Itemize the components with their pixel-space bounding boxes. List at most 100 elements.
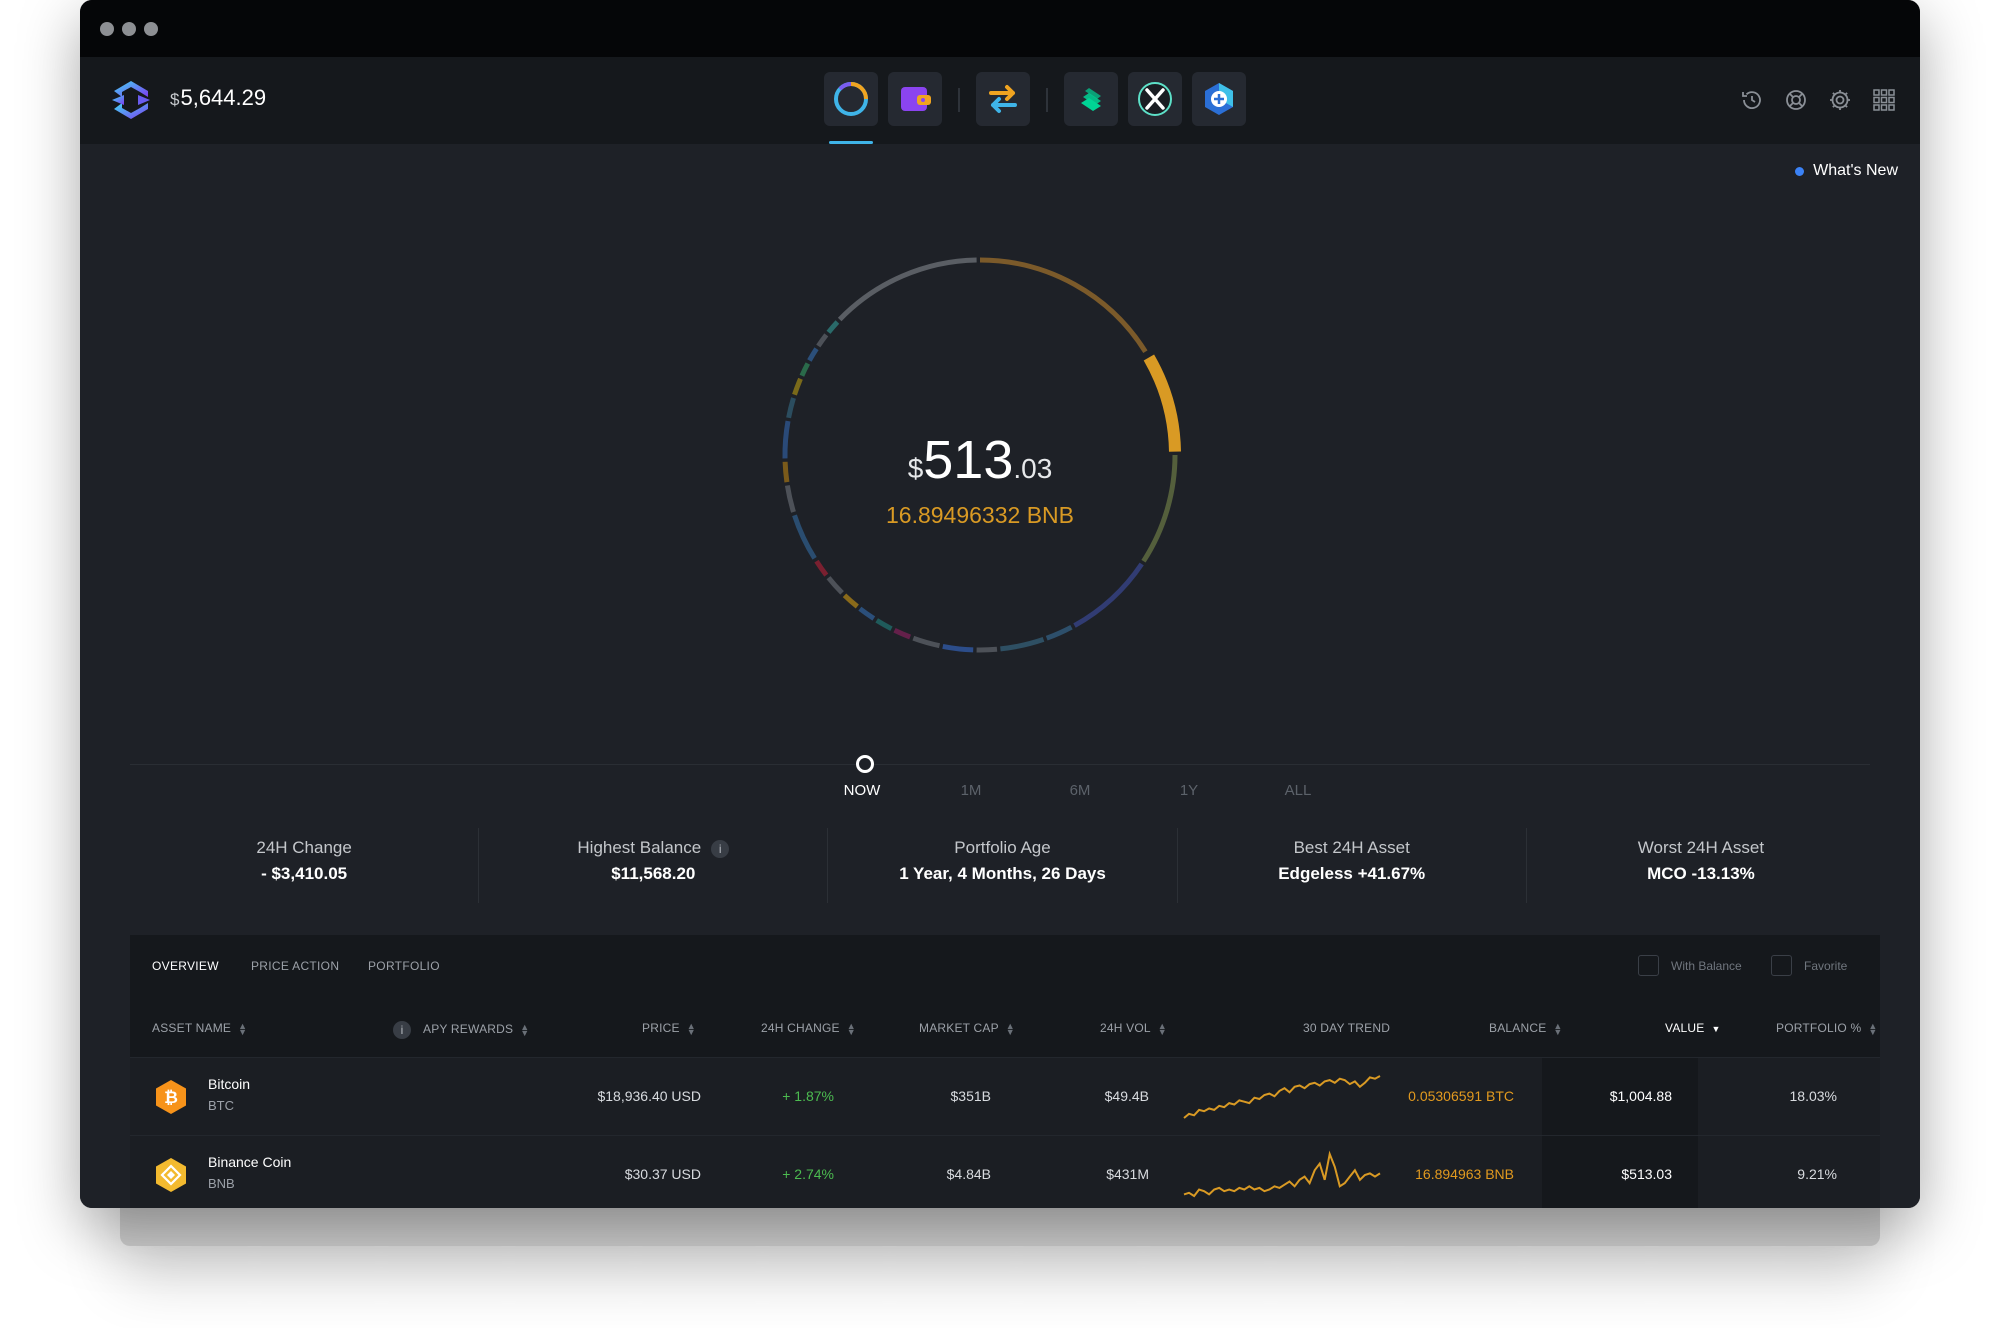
info-icon[interactable]: i xyxy=(711,839,730,858)
top-bar: $5,644.29 xyxy=(80,57,1920,144)
col-portfolio-percent[interactable]: PORTFOLIO % ▲ ▼ xyxy=(1776,1020,1878,1037)
tab-price-action[interactable]: PRICE ACTION xyxy=(251,959,340,973)
portfolio-percent-cell: 18.03% xyxy=(1789,1088,1837,1104)
allocation-segment[interactable] xyxy=(782,420,791,459)
allocation-segment[interactable] xyxy=(814,559,829,577)
minimize-window-button[interactable] xyxy=(122,22,136,36)
value-column-bg xyxy=(1542,1136,1698,1208)
maximize-window-button[interactable] xyxy=(144,22,158,36)
binance-coin-icon xyxy=(156,1158,186,1192)
table-row-binance-coin[interactable]: Binance Coin BNB $30.37 USD + 2.74% $4.8… xyxy=(130,1135,1880,1208)
market-cap-cell: $4.84B xyxy=(946,1166,991,1182)
table-header: ASSET NAME ▲ ▼ i APY REWARDS ▲ ▼ PRICE ▲ ▼ 24H … xyxy=(130,997,1880,1057)
allocation-segment[interactable] xyxy=(875,618,893,631)
allocation-segment[interactable] xyxy=(842,593,859,609)
checkbox[interactable] xyxy=(1771,955,1792,976)
sort-desc-icon: ▼ xyxy=(1711,1023,1721,1034)
compound-icon xyxy=(1081,88,1101,111)
volume-cell: $431M xyxy=(1106,1166,1149,1182)
allocation-segment[interactable] xyxy=(784,485,796,513)
timeline-1y[interactable]: 1Y xyxy=(1179,782,1199,799)
stat-best-asset: Best 24H Asset Edgeless +41.67% xyxy=(1178,828,1527,903)
allocation-segment[interactable] xyxy=(1045,624,1073,641)
support-button[interactable] xyxy=(1782,86,1810,114)
allocation-segment[interactable] xyxy=(942,643,974,653)
allocation-segment[interactable] xyxy=(799,362,811,377)
balance-cell: 0.05306591 BTC xyxy=(1408,1088,1514,1104)
allocation-segment[interactable] xyxy=(837,257,977,322)
app-window: $5,644.29 xyxy=(80,0,1920,1208)
allocation-segment[interactable] xyxy=(858,606,876,621)
exchange-nav-button[interactable] xyxy=(976,72,1030,126)
title-bar xyxy=(80,0,1920,57)
col-asset-name[interactable]: ASSET NAME ▲ ▼ xyxy=(152,1020,248,1037)
info-icon[interactable]: i xyxy=(393,1021,411,1039)
change-cell: + 1.87% xyxy=(782,1088,834,1104)
allocation-segment[interactable] xyxy=(893,628,911,640)
allocation-segment[interactable] xyxy=(979,257,1148,354)
col-price[interactable]: PRICE ▲ ▼ xyxy=(642,1020,696,1037)
col-24h-vol[interactable]: 24H VOL ▲ ▼ xyxy=(1100,1020,1167,1037)
col-market-cap[interactable]: MARKET CAP ▲ ▼ xyxy=(919,1020,1015,1037)
with-balance-filter[interactable]: With Balance xyxy=(1638,955,1742,976)
allocation-segment[interactable] xyxy=(786,397,796,419)
sort-icon: ▲ ▼ xyxy=(520,1022,530,1038)
col-balance[interactable]: BALANCE ▲ ▼ xyxy=(1489,1020,1563,1037)
tab-overview[interactable]: OVERVIEW xyxy=(152,959,219,973)
timeline-knob[interactable] xyxy=(856,755,874,773)
portfolio-allocation-ring[interactable] xyxy=(760,235,1200,675)
stat-highest-balance: Highest Balance i $11,568.20 xyxy=(479,828,829,903)
allocation-segment[interactable] xyxy=(792,514,817,560)
portfolio-stats: 24H Change - $3,410.05 Highest Balance i … xyxy=(130,828,1875,903)
nav-separator xyxy=(1046,88,1048,112)
timeline-6m[interactable]: 6M xyxy=(1069,782,1091,799)
trend-sparkline xyxy=(1183,1075,1381,1119)
allocation-segment[interactable] xyxy=(826,320,840,334)
xchange-app-button[interactable] xyxy=(1128,72,1182,126)
col-apy-rewards[interactable]: i APY REWARDS ▲ ▼ xyxy=(393,1021,529,1039)
allocation-segment[interactable] xyxy=(826,576,844,595)
svg-text:₿: ₿ xyxy=(164,1088,178,1108)
close-window-button[interactable] xyxy=(100,22,114,36)
portfolio-percent-cell: 9.21% xyxy=(1797,1166,1837,1182)
history-button[interactable] xyxy=(1738,86,1766,114)
timeline-now[interactable]: NOW xyxy=(843,782,881,799)
settings-icon xyxy=(1830,90,1850,110)
allocation-segment[interactable] xyxy=(1143,354,1181,452)
apps-grid-button[interactable] xyxy=(1870,86,1898,114)
portfolio-nav-button[interactable] xyxy=(824,72,878,126)
allocation-segment[interactable] xyxy=(792,377,803,396)
wallet-nav-button[interactable] xyxy=(888,72,942,126)
checkbox[interactable] xyxy=(1638,955,1659,976)
price-cell: $18,936.40 USD xyxy=(597,1088,701,1104)
allocation-segment[interactable] xyxy=(782,461,790,483)
allocation-segment[interactable] xyxy=(912,635,941,649)
sort-icon: ▲ ▼ xyxy=(1553,1020,1563,1037)
allocation-segment[interactable] xyxy=(816,333,829,348)
col-value[interactable]: VALUE ▼ xyxy=(1665,1021,1721,1035)
add-app-button[interactable] xyxy=(1192,72,1246,126)
sort-icon: ▲ ▼ xyxy=(238,1020,248,1037)
compound-app-button[interactable] xyxy=(1064,72,1118,126)
settings-button[interactable] xyxy=(1826,86,1854,114)
app-add-icon xyxy=(1205,83,1233,115)
timeline-1m[interactable]: 1M xyxy=(960,782,982,799)
volume-cell: $49.4B xyxy=(1104,1088,1149,1104)
sort-icon: ▲ ▼ xyxy=(846,1020,856,1037)
allocation-segment[interactable] xyxy=(976,646,998,653)
table-row-bitcoin[interactable]: ₿ Bitcoin BTC $18,936.40 USD + 1.87% $35… xyxy=(130,1057,1880,1135)
tab-portfolio[interactable]: PORTFOLIO xyxy=(368,959,440,973)
allocation-segment[interactable] xyxy=(1073,562,1144,628)
balance-cell: 16.894963 BNB xyxy=(1415,1166,1514,1182)
favorite-filter[interactable]: Favorite xyxy=(1771,955,1847,976)
timeline-track xyxy=(130,764,1870,765)
allocation-segment[interactable] xyxy=(1141,454,1178,563)
timeline-all[interactable]: ALL xyxy=(1284,782,1312,799)
exodus-logo-icon[interactable] xyxy=(110,79,152,121)
total-balance: $5,644.29 xyxy=(170,85,267,110)
allocation-segment[interactable] xyxy=(807,347,819,362)
col-24h-change[interactable]: 24H CHANGE ▲ ▼ xyxy=(761,1020,856,1037)
allocation-segment[interactable] xyxy=(1000,637,1045,652)
bitcoin-icon: ₿ xyxy=(156,1080,186,1114)
whats-new-link[interactable]: What's New xyxy=(1795,162,1898,180)
